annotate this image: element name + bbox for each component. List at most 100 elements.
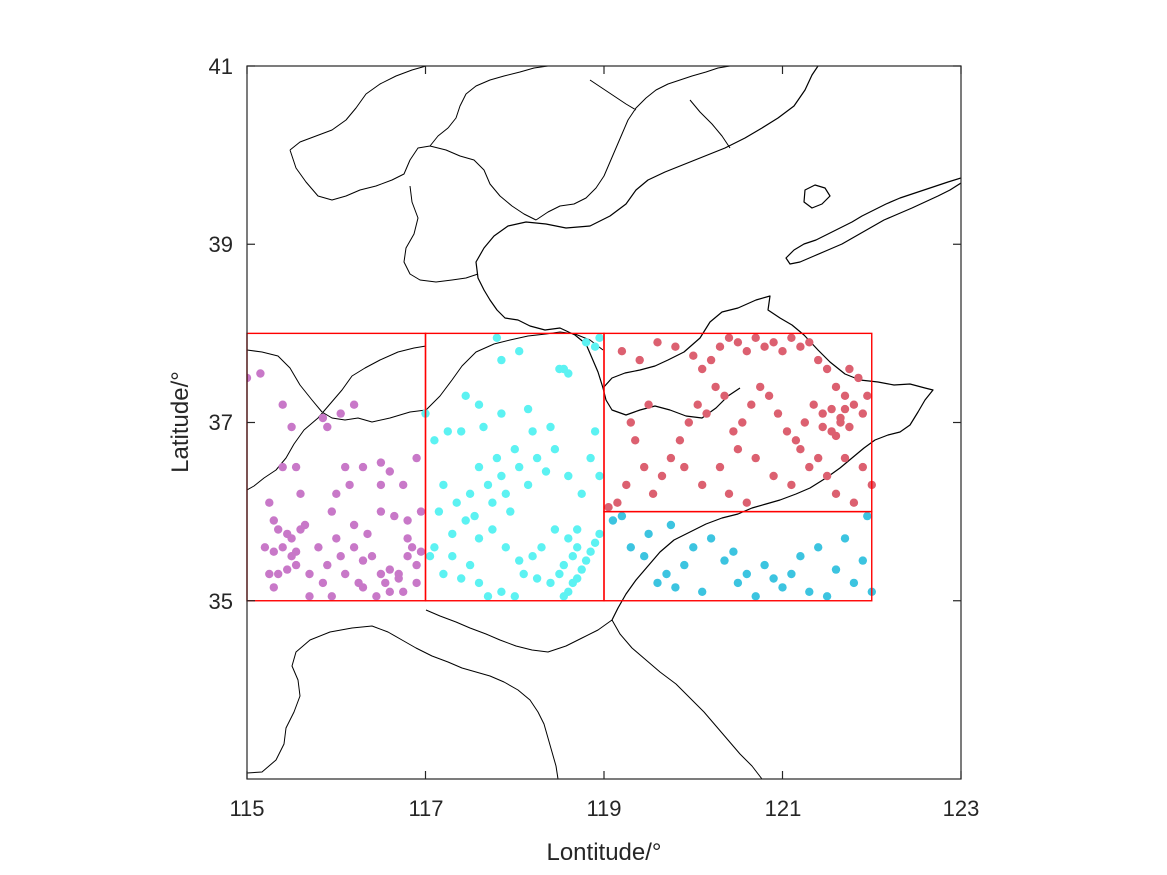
data-point-northeast [840,391,850,400]
data-point-central [541,467,551,476]
data-point-central [586,453,595,463]
data-point-central [595,333,604,342]
data-point-southeast [680,560,689,570]
data-point-southeast [863,511,872,521]
data-point-west [256,369,265,378]
data-point-southeast [608,516,618,525]
data-point-central [434,507,444,516]
data-point-southeast [769,574,778,583]
data-point-west [403,516,412,525]
data-point-northeast [840,453,850,463]
data-point-west [394,569,403,579]
region-boxes [246,332,873,602]
data-point-central [515,462,524,472]
data-point-southeast [617,511,627,521]
data-point-northeast [863,391,872,400]
data-point-northeast [782,427,792,436]
data-point-northeast [805,462,814,472]
data-point-west [269,516,278,525]
data-point-central [465,489,475,498]
data-point-northeast [809,400,818,409]
data-point-west [305,569,314,579]
data-point-central [523,480,533,490]
data-point-northeast [760,342,769,351]
data-point-southeast [831,565,841,574]
data-point-northeast [702,409,711,418]
data-point-west [363,529,372,539]
data-point-northeast [657,471,667,481]
data-point-southeast [653,578,662,588]
data-point-central [564,587,573,596]
data-point-central [577,565,586,574]
data-point-west [381,578,390,588]
data-point-west [265,498,274,507]
data-point-southeast [644,529,653,539]
data-point-central [595,471,604,481]
data-point-west [278,462,287,472]
data-point-northeast [805,338,814,347]
data-point-west [376,569,386,579]
data-point-west [296,489,305,498]
data-point-central [590,427,600,436]
data-point-central [474,534,484,543]
region-box-southeast [603,510,873,602]
data-point-northeast [720,391,729,400]
data-point-central [501,543,510,552]
data-point-west [260,543,270,552]
data-point-west [412,560,421,570]
data-point-central [590,342,600,351]
data-point-west [399,480,408,490]
axis-ticks [246,65,962,779]
data-point-northeast [831,382,841,392]
data-point-central [573,525,582,534]
data-point-central [457,427,466,436]
data-point-northeast [684,418,693,427]
data-point-northeast [680,462,689,472]
data-point-central [448,552,457,561]
data-point-southeast [814,543,823,552]
data-point-northeast [751,453,760,463]
data-point-northeast [648,489,658,498]
data-point-southeast [778,583,787,592]
data-point-central [581,338,591,347]
data-point-west [372,592,381,601]
data-point-southeast [733,578,743,588]
data-point-west [385,467,394,476]
data-point-west [416,507,426,516]
data-point-west [336,409,345,418]
region-box-west [246,332,427,602]
data-point-central [488,498,497,507]
data-point-northeast [822,471,832,481]
data-point-west [278,400,287,409]
data-point-central [474,462,484,472]
x-tick-label: 115 [229,796,264,821]
data-point-central [474,578,484,588]
data-point-west [403,552,412,561]
data-point-northeast [814,453,823,463]
data-point-west [291,462,301,472]
y-tick-label: 37 [209,410,233,435]
data-point-northeast [814,355,823,365]
data-point-west [274,525,283,534]
data-point-central [474,400,484,409]
data-point-west [305,592,314,601]
data-point-central [483,480,493,490]
data-point-northeast [689,351,698,360]
data-point-southeast [729,547,738,556]
data-point-central [506,507,515,516]
data-point-west [332,489,341,498]
data-point-northeast [604,503,613,512]
data-point-northeast [831,489,841,498]
data-point-central [532,574,542,583]
data-point-central [448,529,457,539]
data-point-northeast [849,498,859,507]
data-point-west [358,556,368,565]
data-point-southeast [858,556,867,565]
data-point-west [274,569,283,579]
data-point-central [568,552,577,561]
data-point-west [287,422,296,432]
data-point-northeast [698,480,707,490]
data-point-central [595,529,604,539]
data-point-northeast [693,400,702,409]
